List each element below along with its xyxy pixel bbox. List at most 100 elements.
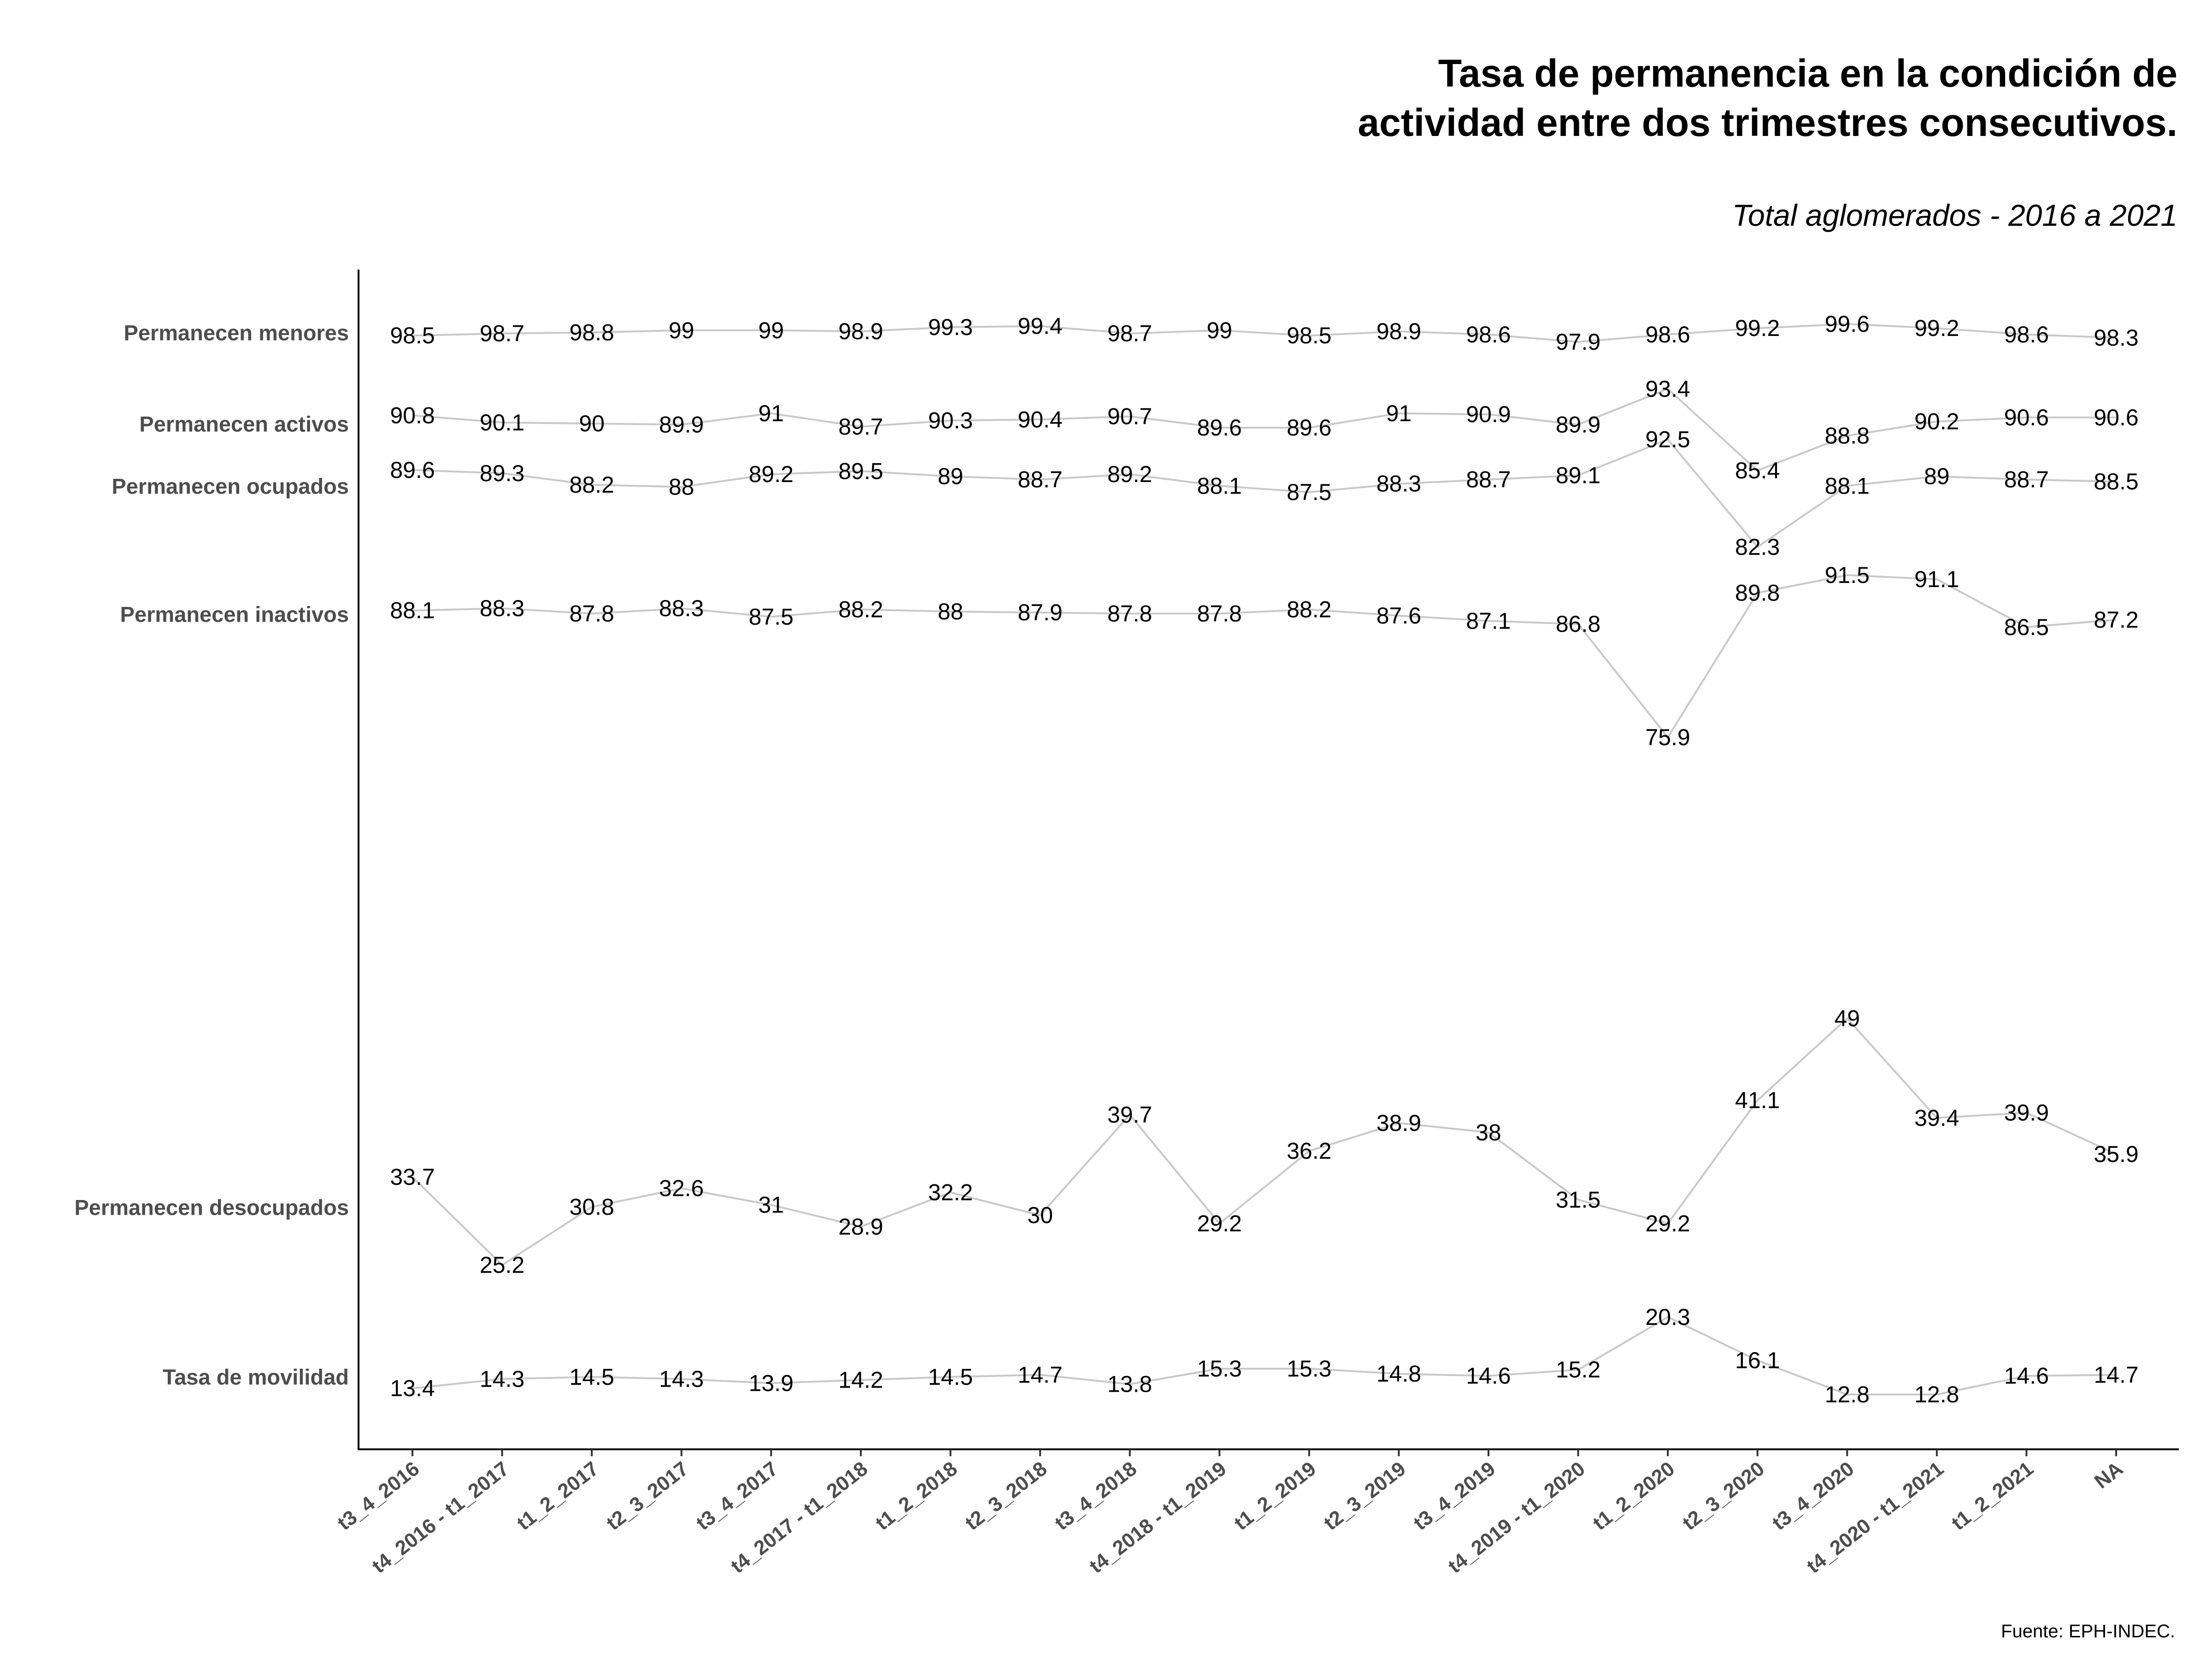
data-label-ocupados: 88.7 [2004, 467, 2049, 493]
data-label-menores: 99.2 [1914, 315, 1959, 341]
data-label-desocupados: 38 [1476, 1119, 1501, 1145]
series-line-activos [412, 388, 2116, 472]
data-label-desocupados: 39.9 [2004, 1100, 2049, 1126]
series-activos: 90.8 90.1 90 89.9 91 89.7 90.3 90.4 90.7 89.6 89.6… [390, 376, 2138, 483]
data-label-movilidad: 13.4 [390, 1376, 435, 1401]
series-line-ocupados [412, 438, 2117, 548]
data-label-menores: 99 [1206, 318, 1232, 343]
data-label-movilidad: 12.8 [1825, 1382, 1870, 1407]
data-label-menores: 98.9 [1377, 318, 1421, 344]
data-label-movilidad: 14.3 [480, 1366, 524, 1392]
data-label-menores: 99.4 [1018, 313, 1062, 339]
data-label-movilidad: 14.8 [1377, 1361, 1421, 1387]
data-label-desocupados: 35.9 [2094, 1141, 2138, 1167]
x-tick-label: t1_2_2021 [1947, 1457, 2038, 1535]
series-desocupados: 33.7 25.2 30.8 32.6 31 28.9 32.2 30 39.7 29.2 36.2… [390, 1006, 2138, 1278]
data-label-movilidad: 14.7 [1018, 1362, 1062, 1388]
data-label-ocupados: 89 [1924, 464, 1950, 489]
data-label-activos: 90.7 [1107, 404, 1152, 429]
data-label-desocupados: 38.9 [1377, 1110, 1421, 1136]
data-label-desocupados: 39.4 [1914, 1105, 1959, 1131]
data-label-activos: 90.2 [1914, 409, 1959, 435]
data-label-desocupados: 39.7 [1107, 1102, 1152, 1128]
data-label-desocupados: 31.5 [1556, 1187, 1600, 1212]
x-tick-label: t2_3_2018 [961, 1457, 1051, 1535]
y-axis-label-activos: Permanecen activos [139, 412, 349, 436]
data-label-desocupados: 28.9 [838, 1214, 883, 1240]
data-label-movilidad: 14.5 [928, 1364, 973, 1390]
data-label-desocupados: 30 [1027, 1202, 1053, 1228]
data-label-menores: 98.3 [2094, 325, 2138, 351]
series-menores: 98.5 98.7 98.8 99 99 98.9 99.3 99.4 98.7 99 98.5 98… [390, 311, 2138, 355]
data-label-menores: 98.6 [2004, 322, 2049, 347]
data-label-movilidad: 13.9 [749, 1370, 794, 1396]
data-label-desocupados: 29.2 [1645, 1211, 1690, 1236]
data-label-ocupados: 88.1 [1197, 473, 1242, 499]
data-label-ocupados: 88.5 [2094, 469, 2138, 494]
data-label-activos: 90.4 [1018, 406, 1062, 432]
x-tick-label: t2_3_2019 [1320, 1457, 1410, 1535]
data-label-ocupados: 89.2 [749, 461, 794, 487]
data-label-desocupados: 31 [758, 1192, 784, 1218]
data-label-activos: 89.6 [1197, 415, 1242, 441]
y-axis-labels: Permanecen menores Permanecen activos Perm… [74, 321, 349, 1389]
data-label-desocupados: 41.1 [1735, 1088, 1780, 1113]
data-label-activos: 89.6 [1287, 415, 1331, 441]
series-inactivos: 88.1 88.3 87.8 88.3 87.5 88.2 88 87.9 87.8 87.8 88… [390, 562, 2138, 750]
data-label-ocupados: 82.3 [1735, 534, 1780, 560]
data-label-menores: 99 [669, 318, 694, 343]
data-label-inactivos: 87.8 [1107, 601, 1152, 627]
data-label-menores: 98.6 [1466, 322, 1511, 347]
data-label-movilidad: 16.1 [1735, 1347, 1780, 1373]
data-label-inactivos: 87.1 [1466, 608, 1511, 634]
data-label-movilidad: 14.6 [2004, 1363, 2049, 1389]
data-label-inactivos: 87.8 [570, 601, 614, 627]
data-label-ocupados: 89 [938, 464, 964, 489]
data-label-movilidad: 13.8 [1107, 1371, 1152, 1397]
data-label-activos: 85.4 [1735, 458, 1780, 483]
data-label-movilidad: 14.2 [838, 1367, 883, 1393]
x-tick-label: NA [2090, 1457, 2127, 1493]
data-label-activos: 90.1 [480, 410, 524, 435]
data-label-movilidad: 14.7 [2094, 1362, 2138, 1388]
data-label-inactivos: 88.2 [838, 597, 883, 623]
data-label-movilidad: 14.5 [570, 1364, 614, 1390]
data-label-inactivos: 87.8 [1197, 601, 1242, 627]
data-label-menores: 98.9 [838, 318, 883, 344]
data-label-ocupados: 88.7 [1018, 467, 1062, 493]
data-label-activos: 91 [758, 400, 784, 426]
series-layer: 98.5 98.7 98.8 99 99 98.9 99.3 99.4 98.7 99 98.5 98… [390, 311, 2138, 1407]
data-label-desocupados: 32.2 [928, 1180, 973, 1206]
data-label-desocupados: 49 [1834, 1006, 1860, 1031]
data-label-desocupados: 25.2 [480, 1252, 524, 1278]
data-label-inactivos: 88.3 [659, 595, 704, 621]
data-label-movilidad: 15.3 [1287, 1356, 1331, 1382]
data-label-inactivos: 87.5 [749, 604, 794, 629]
data-label-inactivos: 87.9 [1018, 600, 1062, 625]
data-label-menores: 99.3 [928, 314, 973, 340]
x-tick-label: t2_3_2020 [1678, 1457, 1769, 1535]
data-label-desocupados: 29.2 [1197, 1211, 1242, 1236]
data-label-movilidad: 14.3 [659, 1366, 704, 1392]
data-label-inactivos: 75.9 [1645, 724, 1690, 750]
x-tick-label: t1_2_2018 [871, 1457, 962, 1535]
data-label-desocupados: 33.7 [390, 1164, 435, 1190]
data-label-ocupados: 88.1 [1825, 473, 1870, 499]
data-label-ocupados: 89.3 [480, 460, 524, 486]
data-label-ocupados: 89.1 [1556, 462, 1600, 488]
data-label-menores: 98.5 [390, 323, 435, 348]
data-label-desocupados: 30.8 [570, 1194, 614, 1220]
data-label-activos: 90 [579, 411, 605, 436]
series-ocupados: 89.6 89.3 88.2 88 89.2 89.5 89 88.7 89.2 88.1 87.5… [390, 427, 2138, 560]
data-label-inactivos: 91.1 [1914, 566, 1959, 592]
x-tick-label: t1_2_2019 [1230, 1457, 1320, 1535]
x-tick-label: t1_2_2017 [512, 1457, 603, 1535]
data-label-activos: 90.3 [928, 408, 973, 434]
data-label-activos: 90.9 [1466, 401, 1511, 427]
y-axis-label-ocupados: Permanecen ocupados [112, 474, 349, 499]
series-line-inactivos [412, 574, 2117, 739]
data-label-inactivos: 88.3 [480, 595, 524, 621]
x-tick-label: t3_4_2018 [1051, 1457, 1141, 1535]
data-label-menores: 98.7 [480, 321, 524, 347]
